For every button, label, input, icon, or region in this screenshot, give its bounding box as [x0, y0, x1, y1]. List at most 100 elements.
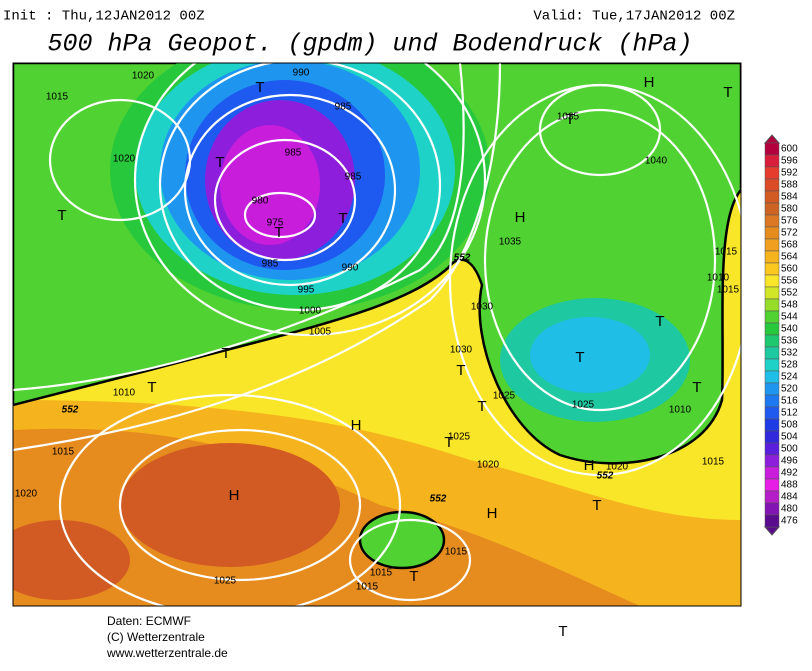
pressure-center: H — [487, 505, 498, 522]
colorbar-swatch — [764, 238, 780, 252]
isobar-label: 985 — [285, 148, 302, 159]
isobar-label: 1015 — [715, 247, 738, 258]
isobar-label: 1020 — [606, 462, 629, 473]
isobar-label: 1035 — [557, 112, 580, 123]
isobar-label: 1020 — [477, 460, 500, 471]
isobar-label: 985 — [262, 259, 279, 270]
contour-label: 552 — [62, 405, 79, 416]
isobar-label: 1020 — [113, 154, 136, 165]
isobar-label: 985 — [335, 102, 352, 113]
pressure-center: T — [57, 207, 66, 224]
colorbar-label: 524 — [781, 372, 798, 383]
colorbar-swatch — [764, 202, 780, 216]
pressure-center: H — [644, 74, 655, 91]
colorbar-label: 512 — [781, 408, 798, 419]
colorbar-label: 556 — [781, 276, 798, 287]
isobar-label: 1020 — [132, 71, 155, 82]
colorbar-label: 536 — [781, 336, 798, 347]
isobar-label: 1005 — [309, 327, 332, 338]
colorbar-swatch — [764, 418, 780, 432]
pressure-center: T — [565, 111, 574, 128]
pressure-center: T — [338, 210, 347, 227]
colorbar-cap — [763, 134, 781, 144]
valid-time: Valid: Tue,17JAN2012 00Z — [533, 9, 735, 25]
colorbar-label: 568 — [781, 240, 798, 251]
colorbar-swatch — [764, 382, 780, 396]
colorbar-swatch — [764, 262, 780, 276]
pressure-center: T — [409, 568, 418, 585]
isobar-label: 1015 — [445, 547, 468, 558]
colorbar-swatch — [764, 166, 780, 180]
isobar-label: 995 — [298, 285, 315, 296]
isobar-label: 1010 — [113, 388, 136, 399]
pressure-center: T — [444, 434, 453, 451]
isobar-label: 1020 — [15, 489, 38, 500]
colorbar-swatch — [764, 286, 780, 300]
colorbar-swatch — [764, 274, 780, 288]
pressure-center: H — [229, 487, 240, 504]
colorbar-swatch — [764, 502, 780, 516]
colorbar-label: 520 — [781, 384, 798, 395]
pressure-center: T — [147, 379, 156, 396]
colorbar-swatch — [764, 322, 780, 336]
colorbar-swatch — [764, 394, 780, 408]
pressure-center: T — [221, 345, 230, 362]
map-field — [13, 63, 741, 606]
pressure-center: T — [655, 313, 664, 330]
isobar-label: 1025 — [448, 432, 471, 443]
isobar-label: 1010 — [669, 405, 692, 416]
isobar-label: 1025 — [493, 391, 516, 402]
colorbar-label: 508 — [781, 420, 798, 431]
colorbar-label: 484 — [781, 492, 798, 503]
colorbar-label: 572 — [781, 228, 798, 239]
colorbar-swatch — [764, 142, 780, 156]
contour-label: 552 — [454, 253, 471, 264]
contour-label: 552 — [430, 494, 447, 505]
isobar-label: 975 — [267, 218, 284, 229]
colorbar-label: 532 — [781, 348, 798, 359]
colorbar: 6005965925885845805765725685645605565525… — [763, 134, 798, 536]
colorbar-label: 496 — [781, 456, 798, 467]
colorbar-cap — [763, 526, 781, 536]
colorbar-label: 528 — [781, 360, 798, 371]
colorbar-label: 504 — [781, 432, 798, 443]
colorbar-swatch — [764, 430, 780, 444]
colorbar-label: 548 — [781, 300, 798, 311]
pressure-center: T — [215, 154, 224, 171]
colorbar-label: 564 — [781, 252, 798, 263]
isobar-label: 1015 — [356, 582, 379, 593]
colorbar-label: 588 — [781, 180, 798, 191]
colorbar-swatch — [764, 406, 780, 420]
colorbar-label: 488 — [781, 480, 798, 491]
init-time: Init : Thu,12JAN2012 00Z — [3, 9, 205, 25]
pressure-center: T — [456, 362, 465, 379]
pressure-center: T — [575, 349, 584, 366]
colorbar-label: 540 — [781, 324, 798, 335]
colorbar-label: 600 — [781, 144, 798, 155]
colorbar-swatch — [764, 190, 780, 204]
isobar-label: 1015 — [717, 285, 740, 296]
pressure-center: T — [255, 79, 264, 96]
pressure-center: H — [515, 209, 526, 226]
colorbar-swatch — [764, 310, 780, 324]
colorbar-swatch — [764, 454, 780, 468]
isobar-label: 980 — [252, 196, 269, 207]
colorbar-label: 576 — [781, 216, 798, 227]
pressure-center: T — [592, 497, 601, 514]
colorbar-swatch — [764, 478, 780, 492]
isobar-label: 1025 — [214, 576, 237, 587]
colorbar-label: 592 — [781, 168, 798, 179]
colorbar-label: 476 — [781, 516, 798, 527]
pressure-center: T — [274, 224, 283, 241]
colorbar-swatch — [764, 178, 780, 192]
colorbar-swatch — [764, 226, 780, 240]
pressure-center: T — [477, 398, 486, 415]
isobar-label: 1015 — [52, 447, 75, 458]
pressure-center: T — [692, 379, 701, 396]
isobar-label: 1040 — [645, 156, 668, 167]
colorbar-swatch — [764, 514, 780, 528]
isobar-label: 1015 — [702, 457, 725, 468]
colorbar-label: 544 — [781, 312, 798, 323]
